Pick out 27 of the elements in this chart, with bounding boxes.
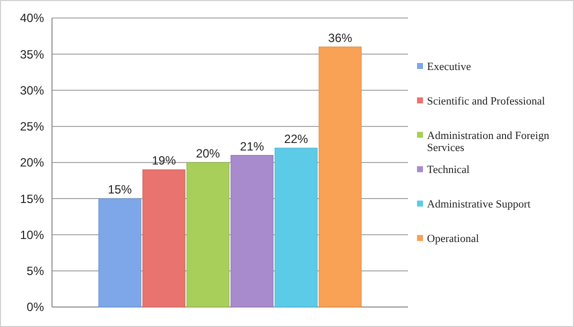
y-tick-label: 30% xyxy=(20,83,44,98)
y-tick-label: 35% xyxy=(20,47,44,62)
bar xyxy=(98,198,142,308)
legend-label: Technical xyxy=(427,164,470,176)
data-label: 20% xyxy=(196,146,220,160)
y-tick-label: 5% xyxy=(26,264,44,278)
data-label: 19% xyxy=(152,154,176,168)
data-label: 15% xyxy=(108,182,132,197)
legend-label: Operational xyxy=(427,233,479,245)
y-tick-label: 0% xyxy=(26,300,44,314)
y-tick-label: 25% xyxy=(20,120,44,134)
bar xyxy=(186,162,230,308)
data-label: 22% xyxy=(284,132,308,146)
legend-label: Administration and Foreign Services xyxy=(427,130,550,154)
bar xyxy=(230,154,274,308)
legend-label: Administrative Support xyxy=(427,198,531,211)
bar xyxy=(318,46,362,308)
y-tick-label: 15% xyxy=(20,192,44,206)
bar xyxy=(142,169,186,308)
legend-label: Executive xyxy=(427,61,472,73)
data-label: 36% xyxy=(328,30,352,45)
legend-label: Scientific and Professional xyxy=(427,95,545,108)
data-label: 21% xyxy=(240,139,264,154)
y-tick-label: 20% xyxy=(20,156,44,170)
y-tick-label: 40% xyxy=(20,11,44,26)
bar xyxy=(274,148,318,308)
y-tick-label: 10% xyxy=(20,228,44,242)
